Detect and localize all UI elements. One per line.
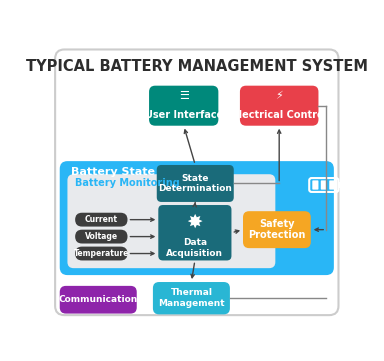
Text: TYPICAL BATTERY MANAGEMENT SYSTEM: TYPICAL BATTERY MANAGEMENT SYSTEM	[26, 59, 368, 74]
Text: Temperature: Temperature	[74, 249, 129, 258]
Text: Voltage: Voltage	[85, 232, 118, 241]
Text: Thermal
Management: Thermal Management	[158, 288, 225, 308]
FancyBboxPatch shape	[240, 86, 318, 126]
FancyBboxPatch shape	[55, 49, 338, 315]
FancyBboxPatch shape	[157, 165, 234, 202]
FancyBboxPatch shape	[158, 205, 232, 260]
FancyBboxPatch shape	[338, 182, 341, 188]
FancyBboxPatch shape	[60, 161, 334, 275]
Text: User Interface: User Interface	[145, 110, 223, 120]
Text: ⚡: ⚡	[275, 91, 283, 101]
Text: Data
Acquisition: Data Acquisition	[166, 238, 223, 258]
FancyBboxPatch shape	[329, 180, 335, 190]
FancyBboxPatch shape	[149, 86, 218, 126]
Text: Safety
Protection: Safety Protection	[248, 219, 306, 240]
FancyBboxPatch shape	[60, 286, 137, 314]
FancyBboxPatch shape	[68, 174, 275, 268]
Text: State
Determination: State Determination	[158, 174, 232, 193]
FancyBboxPatch shape	[321, 180, 327, 190]
FancyBboxPatch shape	[153, 282, 230, 314]
FancyBboxPatch shape	[75, 213, 127, 227]
Text: Communication: Communication	[59, 295, 138, 304]
FancyBboxPatch shape	[312, 180, 318, 190]
Text: Battery Monitoring: Battery Monitoring	[75, 178, 180, 188]
Text: Current: Current	[85, 215, 118, 224]
FancyBboxPatch shape	[75, 247, 127, 260]
Text: ☰: ☰	[179, 91, 189, 101]
Text: ✸: ✸	[187, 213, 203, 231]
Text: Electrical Control: Electrical Control	[232, 110, 327, 120]
FancyBboxPatch shape	[243, 211, 311, 248]
FancyBboxPatch shape	[75, 230, 127, 244]
Text: Battery State: Battery State	[71, 167, 154, 177]
